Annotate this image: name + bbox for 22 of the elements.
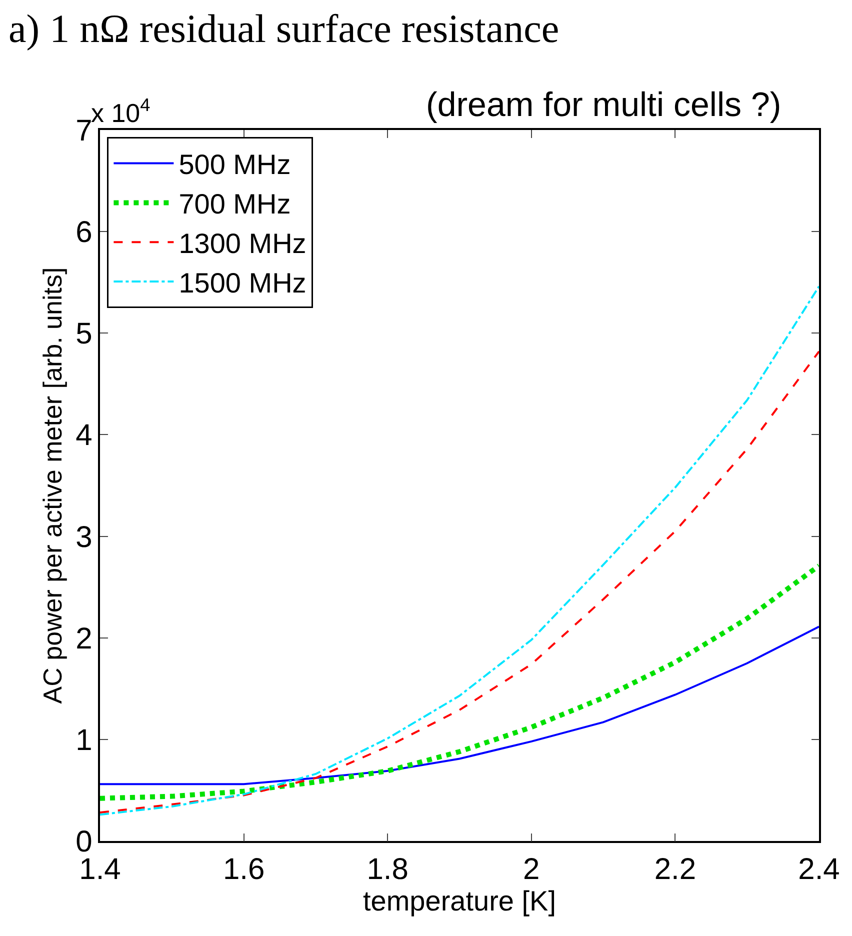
chart-title: a) 1 nΩ residual surface resistance <box>8 6 560 52</box>
y-axis-title: AC power per active meter [arb. units] <box>37 267 68 704</box>
legend-label: 500 MHz <box>178 149 291 180</box>
text: x 10$^{4}$ <box>91 95 150 128</box>
y-tick-label: 4 <box>76 419 92 452</box>
x-tick-label: 2.4 <box>798 852 840 886</box>
y-tick-label: 5 <box>76 318 92 351</box>
y-tick-label: 3 <box>76 520 92 554</box>
y-tick-label: 1 <box>76 724 92 757</box>
legend-label: 700 MHz <box>178 188 291 220</box>
y-tick-label: 6 <box>76 216 92 250</box>
chart-subtitle: (dream for multi cells ?) <box>426 86 782 124</box>
legend-label: 1500 MHz <box>178 267 306 298</box>
x-tick-label: 1.8 <box>366 852 408 886</box>
legend-label: 1300 MHz <box>178 228 306 260</box>
x-tick-label: 2 <box>523 852 540 886</box>
x-axis-title: temperature [K] <box>363 886 556 917</box>
line-series <box>100 626 819 786</box>
y-tick-label: 2 <box>76 622 92 656</box>
y-tick-label: 7 <box>76 114 92 148</box>
x-tick-label: 1.6 <box>222 852 265 886</box>
x-tick-label: 2.2 <box>654 852 696 886</box>
